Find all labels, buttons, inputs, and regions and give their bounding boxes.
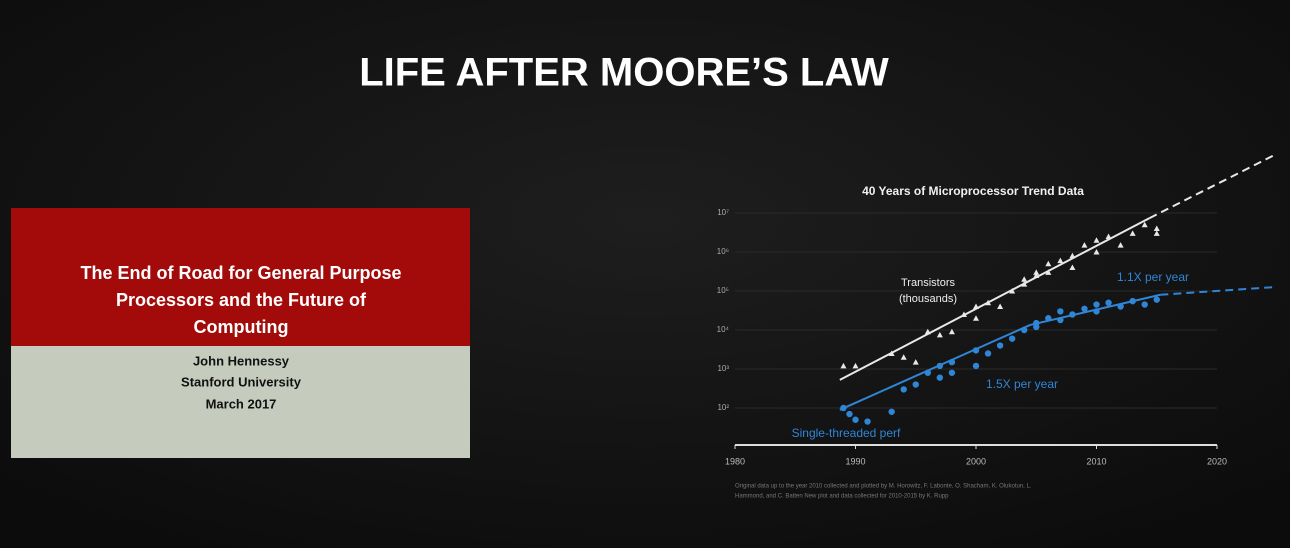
perf-point bbox=[1153, 296, 1160, 303]
perf-point bbox=[924, 369, 931, 376]
perf-point bbox=[1141, 301, 1148, 308]
transistor-point bbox=[1069, 264, 1076, 271]
transistor-point bbox=[852, 362, 859, 369]
x-tick-label: 1990 bbox=[845, 456, 865, 466]
transistor-point bbox=[936, 331, 943, 338]
perf-point bbox=[972, 362, 980, 370]
trend-line bbox=[1149, 153, 1276, 219]
inset-title: Computing bbox=[194, 317, 289, 337]
transistor-point bbox=[1129, 230, 1136, 236]
perf-point bbox=[948, 358, 956, 366]
y-tick-label: 10⁴ bbox=[717, 325, 730, 334]
transistor-point bbox=[1009, 288, 1016, 294]
x-tick-label: 2010 bbox=[1086, 456, 1106, 466]
y-tick-label: 10² bbox=[717, 403, 729, 412]
transistor-point bbox=[1093, 237, 1100, 243]
transistor-point bbox=[840, 362, 847, 369]
y-tick-label: 10⁵ bbox=[717, 286, 729, 295]
perf-point bbox=[1081, 305, 1088, 312]
x-tick-label: 2020 bbox=[1207, 456, 1227, 466]
perf-point bbox=[1045, 315, 1052, 322]
transistor-point bbox=[924, 328, 931, 335]
inset-header bbox=[11, 208, 470, 346]
transistor-point bbox=[1057, 257, 1064, 264]
transistor-point bbox=[985, 299, 992, 306]
transistor-point bbox=[960, 311, 967, 317]
transistor-point bbox=[1045, 269, 1052, 275]
x-tick-label: 2000 bbox=[966, 456, 986, 466]
perf-point bbox=[1057, 316, 1064, 324]
perf-point bbox=[912, 381, 919, 388]
transistor-point bbox=[973, 303, 979, 310]
transistor-point bbox=[1045, 260, 1052, 267]
inset-body bbox=[11, 346, 470, 458]
perf-point bbox=[900, 386, 907, 393]
inset-text: The End of Road for General Purpose Proc… bbox=[80, 263, 401, 412]
transistor-point bbox=[1081, 242, 1088, 248]
series-label: (thousands) bbox=[899, 293, 957, 305]
slide-title: LIFE AFTER MOORE’S LAW bbox=[359, 51, 889, 95]
inset-title: Processors and the Future of bbox=[116, 290, 367, 310]
x-tick-label: 1980 bbox=[725, 456, 745, 466]
perf-point bbox=[1093, 308, 1100, 315]
transistor-point bbox=[900, 354, 907, 360]
transistor-point bbox=[1117, 242, 1124, 248]
transistor-point bbox=[1105, 233, 1112, 239]
perf-point bbox=[948, 369, 956, 376]
transistor-point bbox=[1069, 252, 1076, 259]
perf-point bbox=[1020, 326, 1028, 334]
perf-point bbox=[864, 418, 871, 425]
transistor-point bbox=[912, 359, 919, 365]
perf-point bbox=[888, 408, 895, 415]
y-tick-label: 10³ bbox=[717, 364, 729, 373]
inset-title: The End of Road for General Purpose bbox=[80, 263, 401, 283]
perf-point bbox=[1008, 335, 1016, 342]
trend-label: 1.5X per year bbox=[986, 377, 1058, 391]
trend-line bbox=[1160, 286, 1275, 296]
transistor-point bbox=[1141, 221, 1148, 228]
perf-point bbox=[984, 350, 992, 357]
inset-date: March 2017 bbox=[206, 396, 277, 411]
trend-line bbox=[839, 324, 1031, 411]
transistor-point bbox=[888, 350, 895, 356]
inset-author: John Hennessy bbox=[193, 353, 290, 368]
perf-point bbox=[1129, 297, 1136, 305]
series-label: Single-threaded perf bbox=[792, 426, 901, 440]
perf-point bbox=[840, 404, 847, 412]
perf-point bbox=[972, 347, 980, 354]
perf-point bbox=[936, 374, 944, 381]
perf-point bbox=[1093, 301, 1100, 308]
source-note: Original data up to the year 2010 collec… bbox=[735, 484, 1032, 490]
transistor-point bbox=[1033, 272, 1040, 278]
transistor-point bbox=[948, 328, 955, 335]
plot: 10² 10³ 10⁴ 10⁵ 10⁶ 10⁷ 1980 1990 2000 2010 2020 Tr… bbox=[717, 153, 1276, 500]
perf-point bbox=[1069, 311, 1076, 318]
perf-point bbox=[1105, 299, 1112, 306]
chart-title: 40 Years of Microprocessor Trend Data bbox=[862, 184, 1084, 198]
perf-point bbox=[936, 362, 944, 370]
perf-point bbox=[852, 416, 859, 423]
transistor-point bbox=[1021, 281, 1028, 287]
transistor-point bbox=[1093, 249, 1100, 255]
perf-point bbox=[846, 410, 853, 418]
transistor-point bbox=[973, 315, 979, 321]
source-note: Hammond, and C. Batten New plot and data… bbox=[735, 494, 949, 500]
series-label: Transistors bbox=[901, 277, 955, 289]
inset-affiliation: Stanford University bbox=[181, 374, 302, 389]
transistor-point bbox=[1033, 269, 1040, 275]
transistor-point bbox=[1021, 276, 1028, 282]
y-tick-label: 10⁶ bbox=[717, 247, 729, 256]
transistor-point bbox=[997, 303, 1004, 310]
perf-point bbox=[996, 342, 1004, 349]
perf-point bbox=[1117, 303, 1124, 310]
perf-point bbox=[1057, 308, 1064, 315]
transistor-point bbox=[1153, 225, 1160, 232]
trend-label: 1.1X per year bbox=[1117, 270, 1189, 284]
y-tick-label: 10⁷ bbox=[717, 208, 729, 217]
perf-point bbox=[1033, 323, 1040, 331]
transistor-point bbox=[1153, 230, 1160, 236]
